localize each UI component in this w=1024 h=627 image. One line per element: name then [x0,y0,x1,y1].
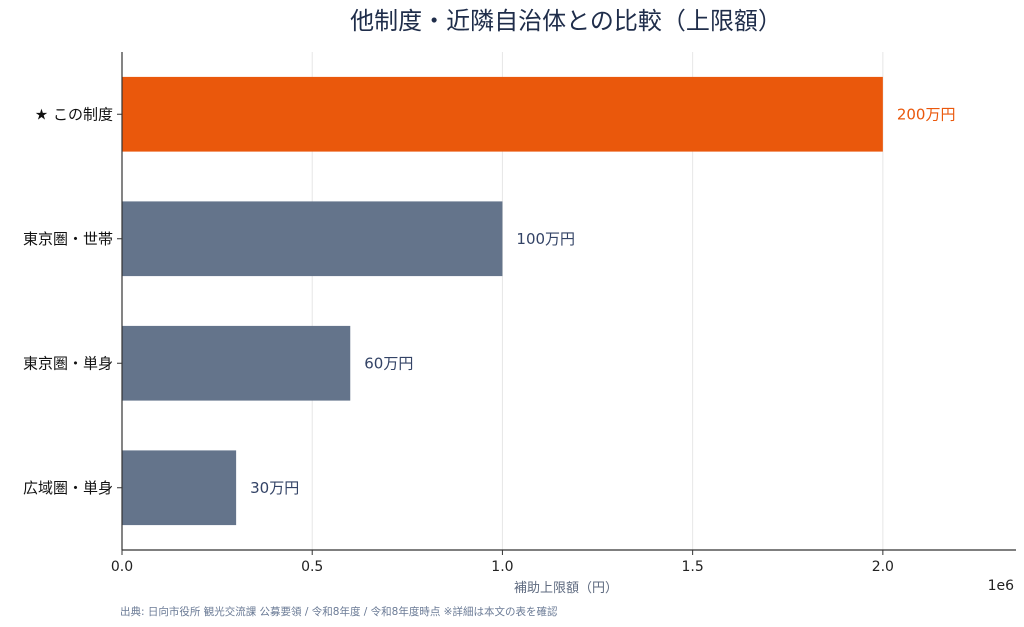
category-label: ★ この制度 [35,105,113,123]
bar [122,201,503,277]
data-label: 100万円 [516,230,575,248]
chart-title: 他制度・近隣自治体との比較（上限額） [350,7,782,35]
data-label: 30万円 [250,479,299,497]
x-tick-label: 0.0 [111,559,133,575]
bar [122,76,883,152]
source-note: 出典: 日向市役所 観光交流課 公募要領 / 令和8年度 / 令和8年度時点 ※… [120,605,558,618]
x-offset-label: 1e6 [988,578,1015,594]
bar [122,325,351,401]
x-tick-label: 1.0 [491,559,513,575]
axes [121,52,1016,551]
x-tick-label: 1.5 [682,559,704,575]
data-label: 200万円 [897,105,956,123]
x-axis-label: 補助上限額（円） [514,581,618,596]
x-tick-label: 0.5 [301,559,323,575]
category-label: 東京圏・世帯 [23,230,113,248]
category-label: 広域圏・単身 [23,479,113,497]
x-tick-label: 2.0 [872,559,894,575]
bars: 200万円 100万円 60万円 30万円 [122,76,956,526]
data-label: 60万円 [364,354,413,372]
bar [122,450,237,526]
category-label: 東京圏・単身 [23,354,113,372]
